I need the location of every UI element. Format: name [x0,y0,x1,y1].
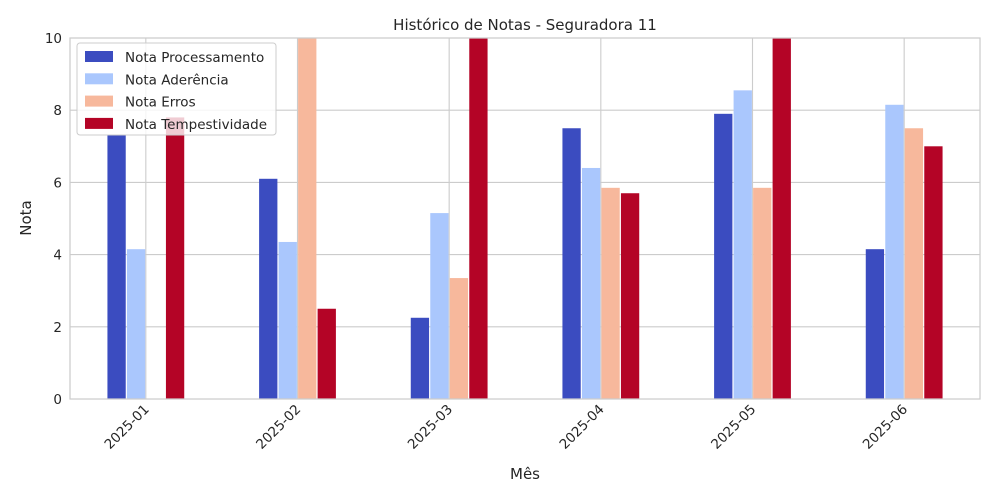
chart-title: Histórico de Notas - Seguradora 11 [393,16,657,34]
bar-nota-erros-2025-02 [298,38,317,399]
y-tick-label: 0 [53,392,62,408]
legend-label: Nota Aderência [125,72,229,88]
bar-nota-erros-2025-04 [601,187,620,399]
bar-nota-tempestividade-2025-04 [620,193,640,399]
bars [107,38,943,400]
x-tick-label: 2025-05 [708,402,759,453]
legend-swatch [85,117,113,129]
x-tick-label: 2025-04 [556,402,607,453]
legend-label: Nota Processamento [125,50,264,66]
y-axis-label: Nota [17,200,35,235]
bar-nota-ader-ncia-2025-02 [278,241,297,399]
bar-nota-ader-ncia-2025-04 [581,167,601,399]
x-axis-label: Mês [510,465,540,483]
x-tick-labels: 2025-01 2025-02 2025-03 2025-04 2025-05 2025-… [101,402,911,453]
x-tick-label: 2025-01 [101,402,152,453]
legend-box [76,42,277,136]
y-tick-label: 2 [53,320,62,336]
y-tick-label: 8 [53,103,62,119]
y-tick-label: 6 [53,175,62,191]
x-tick-label: 2025-06 [860,402,911,453]
legend-swatch [85,51,113,62]
bar-nota-processamento-2025-01 [107,135,126,399]
bar-nota-tempestividade-2025-01 [165,117,185,400]
bar-nota-ader-ncia-2025-05 [733,90,752,399]
x-tick-label: 2025-02 [253,402,304,453]
bar-nota-tempestividade-2025-05 [772,38,791,399]
bar-nota-processamento-2025-04 [562,128,581,399]
bar-nota-ader-ncia-2025-01 [126,249,146,399]
legend-label: Nota Tempestividade [125,117,267,133]
bar-nota-processamento-2025-03 [410,317,430,399]
legend: Nota Processamento Nota Aderência Nota Err… [76,42,277,136]
bar-nota-erros-2025-05 [753,187,772,399]
y-tick-labels: 0 2 4 6 8 10 [45,31,62,408]
bar-nota-processamento-2025-02 [259,178,278,399]
bar-nota-tempestividade-2025-03 [469,38,488,399]
y-tick-label: 4 [53,248,62,264]
legend-swatch [85,73,113,85]
legend-swatch [85,95,113,107]
bar-nota-erros-2025-03 [449,278,469,399]
legend-label: Nota Erros [125,95,196,111]
y-tick-label: 10 [45,31,62,47]
bar-nota-processamento-2025-05 [714,113,733,399]
bar-nota-tempestividade-2025-02 [317,308,336,399]
bar-nota-ader-ncia-2025-03 [430,213,449,399]
bar-nota-tempestividade-2025-06 [924,146,943,399]
plot-frame [69,37,981,400]
x-tick-label: 2025-03 [405,402,456,453]
bar-nota-erros-2025-06 [904,128,924,399]
bar-nota-processamento-2025-06 [865,249,885,399]
bar-nota-ader-ncia-2025-06 [885,104,904,399]
